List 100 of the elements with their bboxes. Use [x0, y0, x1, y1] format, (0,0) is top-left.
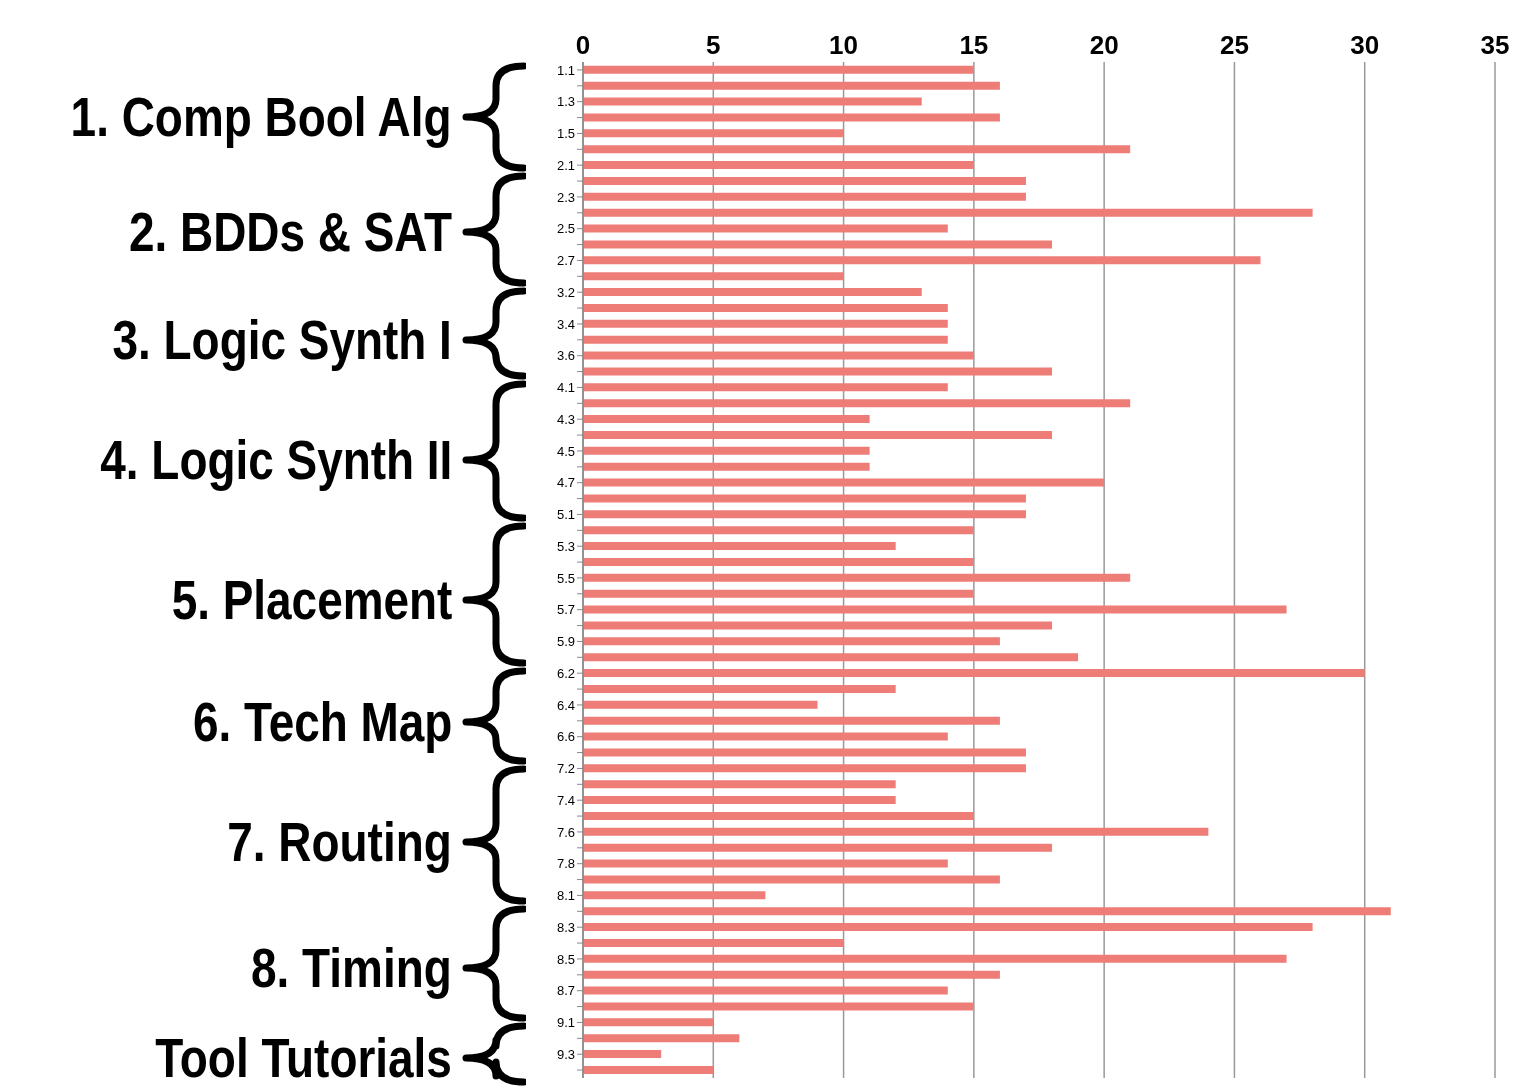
bar	[583, 875, 1000, 884]
y-tick-label: 7.6	[556, 824, 575, 840]
bar	[583, 446, 870, 455]
bar	[583, 303, 948, 312]
bar	[583, 288, 922, 297]
bar	[583, 367, 1053, 376]
text: 8. Timing	[251, 935, 452, 1001]
x-tick-label: 15	[959, 30, 989, 60]
bar	[583, 843, 1053, 852]
bar	[583, 478, 1105, 487]
text: 4. Logic Synth II	[99, 427, 452, 493]
bar	[583, 65, 974, 74]
bar	[583, 81, 1000, 90]
y-tick-label: 4.5	[556, 443, 575, 459]
y-tick-label: 7.2	[556, 761, 575, 777]
y-tick-label: 8.5	[556, 951, 575, 967]
bar	[583, 494, 1026, 503]
y-tick-label: 8.1	[556, 888, 575, 904]
y-tick-label: 3.2	[556, 284, 575, 300]
bar	[583, 113, 1000, 122]
text: 1. Comp Bool Alg	[71, 84, 452, 150]
y-tick-label: 6.6	[556, 729, 575, 745]
bar	[583, 938, 844, 947]
bar	[583, 415, 870, 424]
x-tick-label: 30	[1350, 30, 1380, 60]
y-tick-label: 2.7	[556, 253, 575, 269]
bar	[583, 399, 1131, 408]
y-tick-label: 5.1	[556, 507, 575, 523]
bar	[583, 653, 1079, 662]
x-tick-label: 25	[1219, 30, 1249, 60]
bar	[583, 811, 974, 820]
text: Tool Tutorials	[155, 1025, 452, 1086]
text: 7. Routing	[227, 809, 452, 875]
y-tick-label: 5.3	[556, 538, 575, 554]
text: 5. Placement	[171, 567, 452, 633]
bar	[583, 684, 896, 693]
bar	[583, 129, 844, 138]
bar	[583, 827, 1209, 836]
bar	[583, 605, 1287, 614]
y-tick-label: 1.1	[556, 62, 575, 78]
y-tick-label: 1.5	[556, 126, 575, 142]
y-tick-label: 9.3	[556, 1046, 575, 1062]
x-tick-label: 20	[1089, 30, 1119, 60]
bar	[583, 462, 870, 471]
bar	[583, 1002, 974, 1011]
bar	[583, 986, 948, 995]
bar	[583, 319, 948, 328]
x-tick-label: 10	[829, 30, 859, 60]
y-tick-label: 9.1	[556, 1015, 575, 1031]
bar	[583, 272, 844, 281]
bar	[583, 176, 1026, 185]
bar	[583, 1065, 714, 1074]
bar	[583, 256, 1261, 265]
bar	[583, 510, 1026, 519]
bar	[583, 383, 948, 392]
bar	[583, 557, 974, 566]
y-tick-label: 1.3	[556, 94, 575, 110]
bar	[583, 1018, 714, 1027]
bar	[583, 335, 948, 344]
y-tick-label: 3.4	[556, 316, 575, 332]
y-tick-label: 7.4	[556, 792, 575, 808]
bar	[583, 542, 896, 551]
bar	[583, 764, 1026, 773]
bar	[583, 907, 1391, 916]
bar	[583, 573, 1131, 582]
x-tick-label: 5	[706, 30, 721, 60]
y-tick-label: 8.7	[556, 983, 575, 999]
bar	[583, 732, 948, 741]
y-tick-label: 2.5	[556, 221, 575, 237]
bar	[583, 923, 1313, 932]
bar	[583, 97, 922, 106]
y-tick-label: 4.7	[556, 475, 575, 491]
y-tick-label: 7.8	[556, 856, 575, 872]
bar	[583, 208, 1313, 217]
y-tick-label: 2.3	[556, 189, 575, 205]
text: 2. BDDs & SAT	[128, 199, 452, 265]
bar	[583, 621, 1053, 630]
bar	[583, 526, 974, 535]
bar	[583, 240, 1053, 249]
x-tick-label: 35	[1480, 30, 1510, 60]
bar	[583, 748, 1026, 757]
bar	[583, 716, 1000, 725]
text: 6. Tech Map	[192, 689, 452, 755]
bar	[583, 669, 1365, 678]
y-tick-label: 5.9	[556, 634, 575, 650]
y-tick-label: 4.3	[556, 411, 575, 427]
x-tick-label: 0	[575, 30, 591, 60]
text: 3. Logic Synth I	[112, 307, 452, 373]
bar	[583, 430, 1053, 439]
bar	[583, 145, 1131, 154]
bar	[583, 351, 974, 360]
bar	[583, 637, 1000, 646]
bar	[583, 780, 896, 789]
y-tick-label: 8.3	[556, 919, 575, 935]
bar	[583, 224, 948, 233]
y-tick-label: 4.1	[556, 380, 575, 396]
bar	[583, 700, 818, 709]
bar	[583, 859, 948, 868]
y-tick-label: 3.6	[556, 348, 575, 364]
bar	[583, 796, 896, 805]
